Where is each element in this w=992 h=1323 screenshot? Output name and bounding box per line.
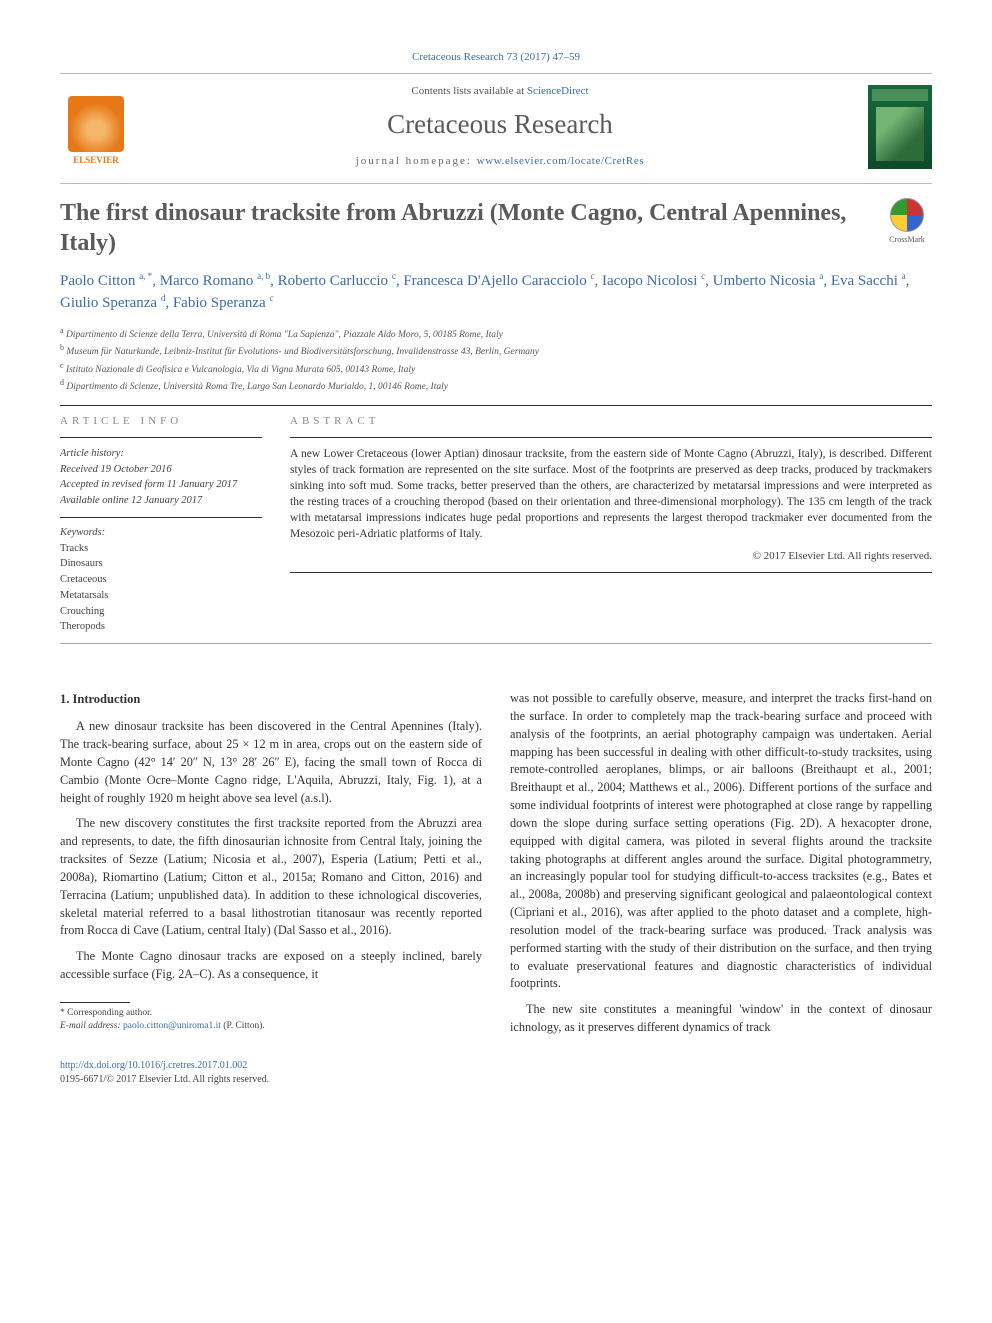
corresponding-email-link[interactable]: paolo.citton@uniroma1.it	[123, 1021, 221, 1031]
divider	[290, 437, 932, 438]
keyword-item: Theropods	[60, 619, 262, 635]
article-history: Article history: Received 19 October 201…	[60, 446, 262, 509]
affiliation-line: d Dipartimento di Scienze, Università Ro…	[60, 377, 932, 394]
body-paragraph: was not possible to carefully observe, m…	[510, 690, 932, 993]
body-paragraph: The new discovery constitutes the first …	[60, 815, 482, 940]
email-label: E-mail address:	[60, 1021, 121, 1031]
abstract-text: A new Lower Cretaceous (lower Aptian) di…	[290, 446, 932, 543]
keyword-item: Cretaceous	[60, 572, 262, 588]
crossmark-icon	[890, 198, 924, 232]
journal-homepage-line: journal homepage: www.elsevier.com/locat…	[146, 154, 854, 169]
article-title: The first dinosaur tracksite from Abruzz…	[60, 198, 868, 258]
divider	[290, 572, 932, 573]
elsevier-tree-icon	[68, 96, 124, 152]
abstract-block: ABSTRACT A new Lower Cretaceous (lower A…	[290, 414, 932, 636]
history-received: Received 19 October 2016	[60, 462, 262, 478]
affiliation-line: b Museum für Naturkunde, Leibniz-Institu…	[60, 342, 932, 359]
abstract-heading: ABSTRACT	[290, 414, 932, 429]
journal-cover-thumbnail	[868, 85, 932, 169]
footnote-rule	[60, 1002, 130, 1003]
article-info-sidebar: ARTICLE INFO Article history: Received 1…	[60, 414, 262, 636]
crossmark-badge[interactable]: CrossMark	[882, 198, 932, 245]
authors-list: Paolo Citton a, *, Marco Romano a, b, Ro…	[60, 270, 932, 315]
keywords-list: TracksDinosaursCretaceousMetatarsalsCrou…	[60, 541, 262, 636]
journal-homepage-link[interactable]: www.elsevier.com/locate/CretRes	[477, 155, 645, 167]
body-column-left: 1. Introduction A new dinosaur tracksite…	[60, 690, 482, 1045]
issn-copyright-line: 0195-6671/© 2017 Elsevier Ltd. All right…	[60, 1073, 932, 1087]
keyword-item: Dinosaurs	[60, 556, 262, 572]
elsevier-logo-label: ELSEVIER	[73, 154, 119, 167]
history-accepted: Accepted in revised form 11 January 2017	[60, 477, 262, 493]
body-paragraph: The new site constitutes a meaningful 'w…	[510, 1001, 932, 1037]
keywords-label: Keywords:	[60, 526, 262, 541]
body-columns: 1. Introduction A new dinosaur tracksite…	[60, 690, 932, 1045]
body-paragraph: The Monte Cagno dinosaur tracks are expo…	[60, 948, 482, 984]
body-column-right: was not possible to carefully observe, m…	[510, 690, 932, 1045]
abstract-copyright: © 2017 Elsevier Ltd. All rights reserved…	[290, 549, 932, 564]
keyword-item: Crouching	[60, 604, 262, 620]
email-who: (P. Citton).	[223, 1021, 264, 1031]
doi-link[interactable]: http://dx.doi.org/10.1016/j.cretres.2017…	[60, 1060, 247, 1071]
contents-prefix: Contents lists available at	[411, 85, 526, 97]
header-center: Contents lists available at ScienceDirec…	[146, 84, 854, 169]
divider	[60, 405, 932, 406]
body-paragraph: A new dinosaur tracksite has been discov…	[60, 718, 482, 807]
top-citation: Cretaceous Research 73 (2017) 47–59	[60, 50, 932, 65]
keyword-item: Tracks	[60, 541, 262, 557]
keyword-item: Metatarsals	[60, 588, 262, 604]
doi-block: http://dx.doi.org/10.1016/j.cretres.2017…	[60, 1059, 932, 1087]
history-label: Article history:	[60, 446, 262, 462]
journal-name: Cretaceous Research	[146, 106, 854, 144]
elsevier-logo: ELSEVIER	[60, 87, 132, 167]
homepage-prefix: journal homepage:	[356, 155, 477, 167]
sciencedirect-link[interactable]: ScienceDirect	[527, 85, 589, 97]
affiliation-line: a Dipartimento di Scienze della Terra, U…	[60, 325, 932, 342]
history-online: Available online 12 January 2017	[60, 493, 262, 509]
article-info-heading: ARTICLE INFO	[60, 414, 262, 429]
journal-header: ELSEVIER Contents lists available at Sci…	[60, 73, 932, 184]
contents-line: Contents lists available at ScienceDirec…	[146, 84, 854, 99]
section-heading-intro: 1. Introduction	[60, 690, 482, 708]
crossmark-label: CrossMark	[889, 234, 925, 245]
affiliations: a Dipartimento di Scienze della Terra, U…	[60, 325, 932, 395]
divider	[60, 643, 932, 644]
corresponding-label: * Corresponding author.	[60, 1007, 482, 1020]
corresponding-author-note: * Corresponding author. E-mail address: …	[60, 1007, 482, 1034]
affiliation-line: c Istituto Nazionale di Geofisica e Vulc…	[60, 360, 932, 377]
